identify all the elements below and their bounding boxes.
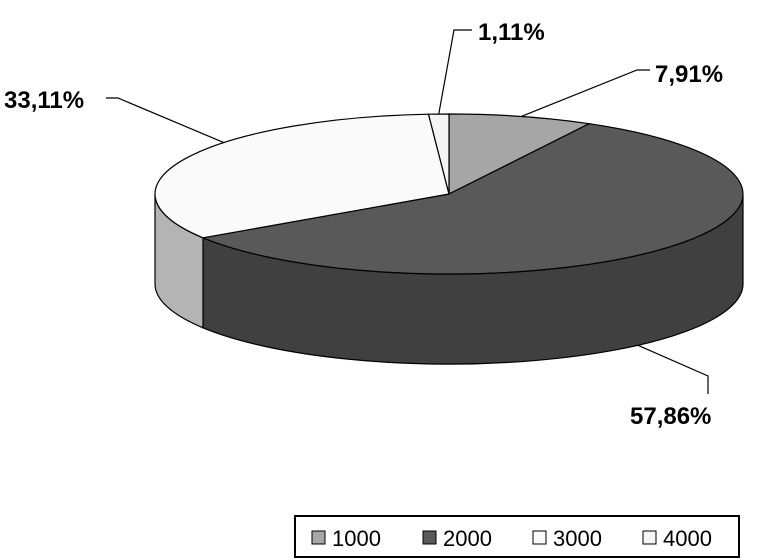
leader-lines [106,29,709,394]
pie-slice-2000 [200,123,744,275]
legend: 1000 2000 3000 4000 [294,515,740,558]
legend-label-3000: 3000 [553,526,602,551]
leader-line-2000 [637,344,709,394]
legend-swatch-4000 [642,530,657,545]
legend-swatch-1000 [311,530,326,545]
leader-line-3000 [106,97,225,144]
pie-slice-3000 [154,113,450,239]
leader-line-1000 [521,69,650,118]
legend-label-4000: 4000 [663,526,712,551]
data-label-3000: 33,11% [4,87,84,114]
pie-tops [154,113,744,275]
legend-swatch-2000 [422,530,437,545]
legend-label-1000: 1000 [332,526,381,551]
legend-swatch-3000 [532,530,547,545]
data-label-2000: 57,86% [630,403,711,430]
data-label-1000: 7,91% [655,61,723,88]
leader-line-4000 [438,29,472,115]
legend-label-2000: 2000 [443,526,492,551]
pie-slice-1000 [448,113,592,195]
legend-box [294,515,740,558]
data-label-4000: 1,11% [478,19,545,46]
